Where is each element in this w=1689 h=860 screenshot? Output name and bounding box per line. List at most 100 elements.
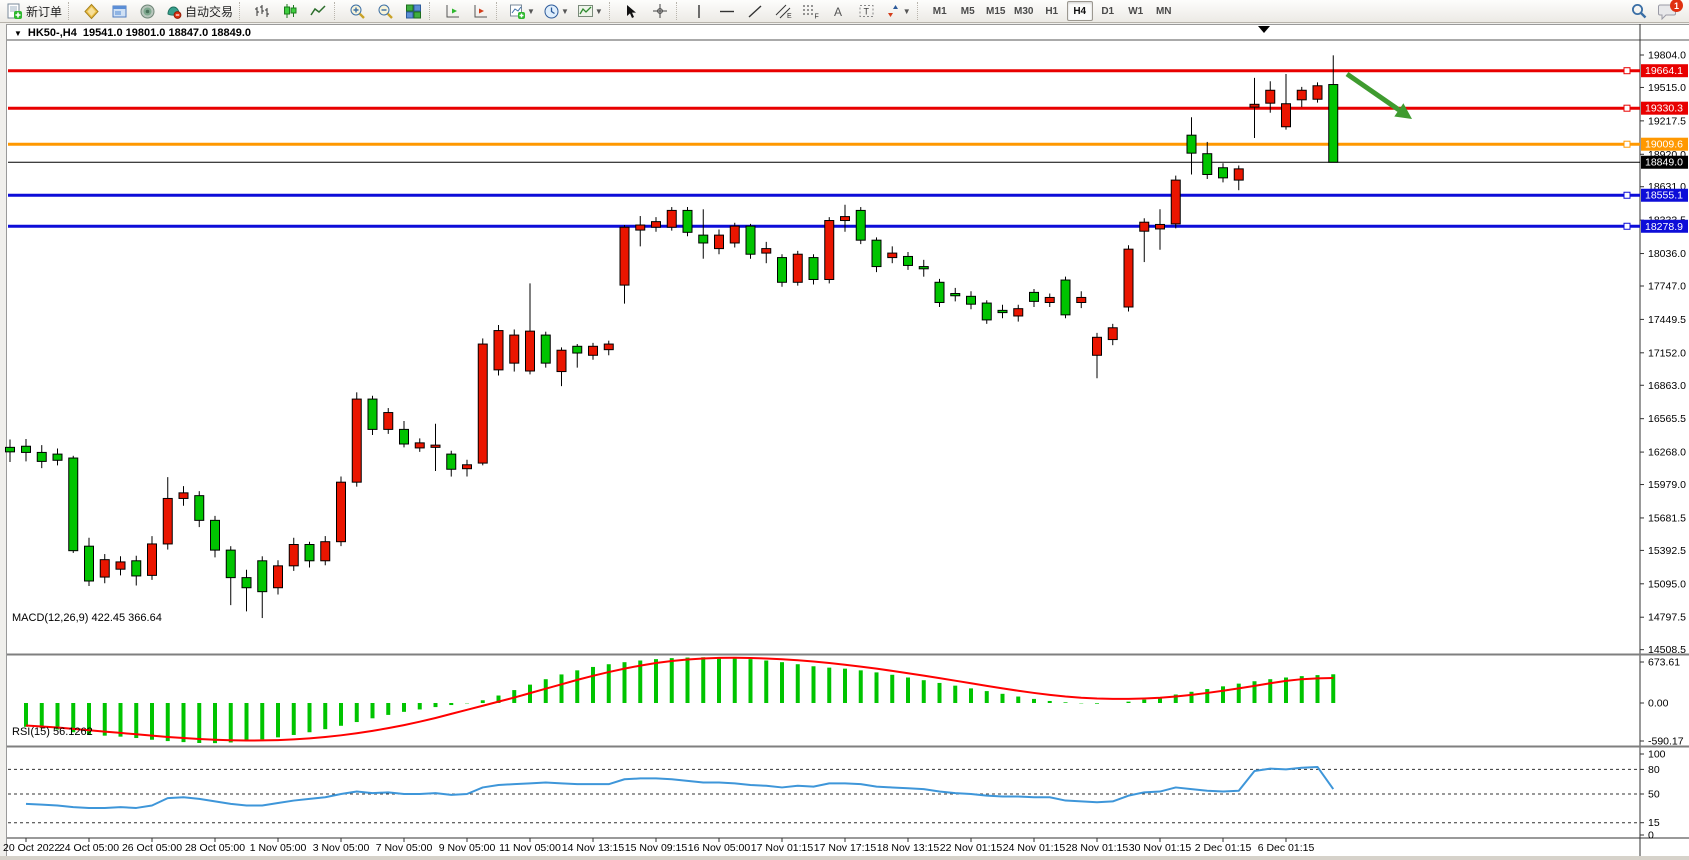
chevron-down-icon: ▼ xyxy=(902,6,911,16)
candle xyxy=(21,445,31,453)
equidistant-channel-icon: E xyxy=(775,4,792,19)
timeframe-m1[interactable]: M1 xyxy=(932,5,947,17)
profile-button[interactable] xyxy=(78,0,104,22)
level-line-handle[interactable] xyxy=(1623,67,1631,75)
timeframe-h1[interactable]: H1 xyxy=(1045,5,1059,17)
trend-arrow[interactable] xyxy=(1345,71,1401,113)
timeframe-w1[interactable]: W1 xyxy=(1128,5,1144,17)
candle xyxy=(194,495,205,521)
candle xyxy=(430,444,441,448)
toolbar-separator xyxy=(429,2,436,20)
arrows-icon xyxy=(887,5,898,17)
timeframe-m30[interactable]: M30 xyxy=(1013,5,1034,17)
candle xyxy=(210,519,220,551)
rsi-axis-label: 80 xyxy=(1648,764,1660,776)
price-axis-label: 17152.0 xyxy=(1648,347,1686,359)
vertical-line-tool-button[interactable] xyxy=(686,0,712,22)
arrows-tool-button[interactable]: ▼ xyxy=(882,0,914,22)
cursor-tool-button[interactable] xyxy=(619,0,645,22)
periods-button[interactable]: ▼ xyxy=(540,0,572,22)
timeframe-h4[interactable]: H4 xyxy=(1066,1,1093,21)
candle xyxy=(997,309,1008,314)
crosshair-tool-button[interactable] xyxy=(647,0,673,22)
text-label-icon: T xyxy=(859,5,874,17)
template-icon xyxy=(577,4,593,17)
candle xyxy=(1092,336,1102,356)
zoom-out-button[interactable] xyxy=(372,0,398,22)
time-axis-label: 16 Nov 05:00 xyxy=(688,842,751,854)
price-badge-value: 19664.1 xyxy=(1645,65,1683,77)
time-axis-label: 28 Nov 01:15 xyxy=(1066,842,1129,854)
trendline-tool-button[interactable] xyxy=(742,0,768,22)
time-axis-label: 30 Nov 01:15 xyxy=(1129,842,1192,854)
candle xyxy=(824,220,835,280)
time-axis-label: 17 Nov 01:15 xyxy=(751,842,814,854)
auto-scroll-button[interactable] xyxy=(439,0,465,22)
auto-trading-button[interactable]: 自动交易 xyxy=(162,0,236,22)
search-icon xyxy=(1632,4,1647,19)
chat-button[interactable]: 1 xyxy=(1654,0,1683,22)
level-line-handle[interactable] xyxy=(1623,191,1631,199)
candle xyxy=(36,451,47,462)
toolbar-separator xyxy=(239,2,246,20)
price-axis-label: 17449.5 xyxy=(1648,314,1686,326)
navigator-button[interactable] xyxy=(134,0,160,22)
time-axis-label: 15 Nov 09:15 xyxy=(625,842,688,854)
candle xyxy=(1123,248,1134,308)
horizontal-line-tool-button[interactable] xyxy=(714,0,740,22)
channel-tool-button[interactable]: E xyxy=(770,0,796,22)
candle xyxy=(178,492,189,499)
zoom-in-button[interactable] xyxy=(344,0,370,22)
macd-axis-label: -590.17 xyxy=(1648,736,1684,748)
fibonacci-icon: F xyxy=(802,5,819,19)
new-order-button[interactable]: 新订单 xyxy=(3,0,65,22)
candle xyxy=(288,544,299,567)
price-badge-value: 19330.3 xyxy=(1645,103,1683,115)
price-badge-value: 18555.1 xyxy=(1645,190,1683,202)
price-axis-label: 17747.0 xyxy=(1648,280,1686,292)
terminal-window-button[interactable] xyxy=(106,0,132,22)
toolbar-separator xyxy=(675,2,683,20)
candlestick-mode-button[interactable] xyxy=(277,0,303,22)
indicators-button[interactable]: ▼ xyxy=(506,0,538,22)
templates-button[interactable]: ▼ xyxy=(574,0,606,22)
collapse-triangle-icon[interactable]: ▼ xyxy=(14,28,22,38)
shift-marker-triangle[interactable] xyxy=(1258,26,1270,33)
candle xyxy=(99,559,110,578)
tile-windows-button[interactable] xyxy=(400,0,426,22)
candle xyxy=(1328,84,1339,163)
profile-diamond-icon xyxy=(83,3,99,19)
trend-arrow-head[interactable] xyxy=(1394,103,1412,119)
timeframe-mn[interactable]: MN xyxy=(1155,5,1172,17)
macd-axis-label: 0.00 xyxy=(1648,698,1669,710)
bar-chart-mode-button[interactable] xyxy=(249,0,275,22)
search-button[interactable] xyxy=(1626,0,1652,22)
chart-shift-button[interactable] xyxy=(467,0,493,22)
level-line-handle[interactable] xyxy=(1623,140,1631,148)
timeframe-m5[interactable]: M5 xyxy=(960,5,975,17)
svg-text:A: A xyxy=(834,5,842,19)
trendline-icon xyxy=(748,4,762,18)
level-line-handle[interactable] xyxy=(1623,104,1631,112)
candle xyxy=(257,560,268,593)
candle xyxy=(729,225,740,244)
candle xyxy=(1060,279,1071,316)
chart-title: ▼ HK50-,H4 19541.0 19801.0 18847.0 18849… xyxy=(14,27,251,39)
timeframe-m15[interactable]: M15 xyxy=(985,5,1006,17)
level-line-handle[interactable] xyxy=(1623,222,1631,230)
price-axis-label: 15681.5 xyxy=(1648,512,1686,524)
cursor-icon xyxy=(627,4,637,18)
line-chart-mode-button[interactable] xyxy=(305,0,331,22)
chat-unread-badge: 1 xyxy=(1670,0,1683,12)
candle xyxy=(950,293,961,297)
candle xyxy=(777,257,787,283)
timeframe-d1[interactable]: D1 xyxy=(1101,5,1115,17)
chevron-down-icon: ▼ xyxy=(594,6,603,16)
candle xyxy=(351,398,362,483)
candle xyxy=(383,412,394,430)
label-tool-button[interactable]: T xyxy=(854,0,880,22)
fibonacci-tool-button[interactable]: F xyxy=(798,0,824,22)
text-tool-button[interactable]: A xyxy=(826,0,852,22)
time-axis-label: 24 Oct 05:00 xyxy=(59,842,119,854)
